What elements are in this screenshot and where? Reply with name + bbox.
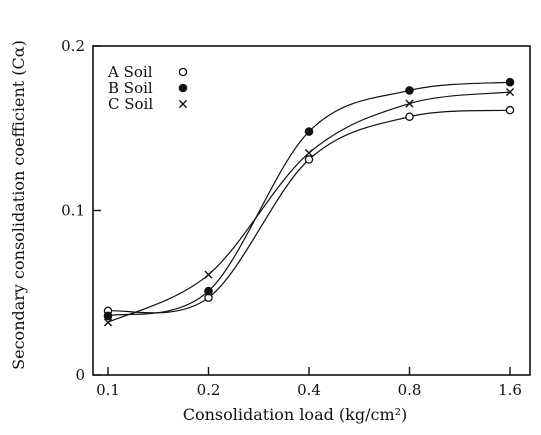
legend-marker-c-soil — [178, 99, 188, 109]
series-line-a-soil — [107, 109, 511, 314]
data-point-c-soil — [204, 270, 213, 279]
series-line-c-soil — [107, 91, 511, 323]
x-tick-label: 0.1 — [96, 381, 120, 399]
data-point-b-soil — [505, 77, 515, 87]
data-point-b-soil — [405, 86, 414, 95]
data-point-c-soil — [405, 99, 414, 108]
series-line-b-soil — [107, 81, 511, 317]
data-point-a-soil — [304, 155, 314, 164]
x-axis-ticks: 0.1 0.2 0.4 0.8 1.6 — [96, 367, 522, 399]
data-point-a-soil — [405, 112, 414, 121]
data-point-b-soil — [204, 286, 213, 296]
data-point-c-soil — [103, 318, 113, 327]
data-point-c-soil — [505, 87, 515, 97]
series-markers — [103, 77, 515, 327]
data-point-c-soil-stroke — [204, 270, 213, 279]
x-tick-label: 0.8 — [398, 381, 422, 399]
legend-marker-a-soil — [178, 67, 188, 77]
x-tick-label: 0.2 — [197, 381, 221, 399]
y-axis-ticks: 0 0.1 0.2 — [61, 37, 101, 384]
series-lines — [107, 81, 511, 323]
y-tick-label: 0 — [75, 366, 85, 384]
data-point-c-soil-stroke — [304, 148, 314, 158]
x-axis-title: Consolidation load (kg/cm²) — [183, 405, 408, 424]
data-point-c-soil-stroke — [103, 318, 113, 327]
legend-label-b-soil: B Soil — [108, 79, 153, 97]
y-tick-label: 0.1 — [61, 202, 85, 220]
x-tick-label: 0.4 — [297, 381, 321, 399]
data-point-c-soil — [304, 148, 314, 158]
y-tick-label: 0.2 — [61, 37, 85, 55]
legend-label-a-soil: A Soil — [107, 63, 153, 81]
data-point-b-soil — [103, 311, 113, 321]
data-point-b-soil — [304, 127, 314, 136]
legend-marker-c-soil-stroke — [178, 99, 188, 109]
data-point-a-soil — [505, 105, 515, 115]
legend-label-c-soil: C Soil — [108, 95, 153, 113]
x-tick-label: 1.6 — [498, 381, 522, 399]
data-point-c-soil-stroke — [405, 99, 414, 108]
y-axis-title: Secondary consolidation coefficient (Cα) — [9, 40, 28, 370]
data-point-c-soil-stroke — [505, 87, 515, 97]
legend-marker-b-soil — [178, 83, 188, 93]
